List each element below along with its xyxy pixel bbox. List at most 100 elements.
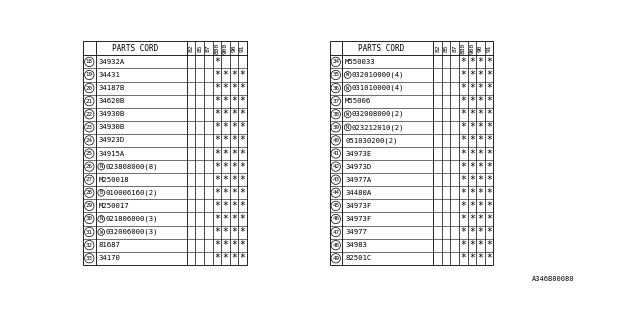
Text: *: * <box>222 122 228 132</box>
Text: *: * <box>469 70 475 80</box>
Text: *: * <box>239 214 245 224</box>
Text: *: * <box>222 201 228 211</box>
Text: *: * <box>469 83 475 93</box>
Text: 010006160(2): 010006160(2) <box>106 189 158 196</box>
Text: *: * <box>214 122 220 132</box>
Text: *: * <box>460 122 466 132</box>
Text: *: * <box>486 122 492 132</box>
Text: 42: 42 <box>332 164 339 169</box>
Text: 34620B: 34620B <box>99 98 125 104</box>
Text: *: * <box>469 227 475 237</box>
Text: *: * <box>460 162 466 172</box>
Text: *: * <box>214 188 220 198</box>
Text: *: * <box>214 201 220 211</box>
Text: M250017: M250017 <box>99 203 129 209</box>
Text: *: * <box>477 122 483 132</box>
Text: *: * <box>469 135 475 145</box>
Text: B: B <box>100 190 103 195</box>
Text: *: * <box>214 135 220 145</box>
Text: *: * <box>469 240 475 250</box>
Text: *: * <box>239 148 245 158</box>
Text: M550033: M550033 <box>345 59 376 65</box>
Text: *: * <box>222 96 228 106</box>
Text: 34977: 34977 <box>345 229 367 235</box>
Text: 19: 19 <box>86 72 93 77</box>
Text: *: * <box>460 96 466 106</box>
Text: *: * <box>214 240 220 250</box>
Text: *: * <box>486 227 492 237</box>
Text: *: * <box>231 214 237 224</box>
Text: *: * <box>460 70 466 80</box>
Text: *: * <box>214 57 220 67</box>
Text: *: * <box>460 57 466 67</box>
Text: 23: 23 <box>86 125 93 130</box>
Bar <box>83 42 246 265</box>
Text: 24: 24 <box>86 138 93 143</box>
Text: *: * <box>460 135 466 145</box>
Text: *: * <box>222 162 228 172</box>
Text: *: * <box>477 96 483 106</box>
Text: M250018: M250018 <box>99 177 129 183</box>
Text: *: * <box>231 188 237 198</box>
Text: W: W <box>100 229 103 235</box>
Text: *: * <box>214 175 220 185</box>
Text: *: * <box>239 70 245 80</box>
Text: 22: 22 <box>86 112 93 117</box>
Text: *: * <box>486 148 492 158</box>
Text: 32: 32 <box>86 243 93 248</box>
Text: PARTS CORD: PARTS CORD <box>112 44 158 53</box>
Text: 900: 900 <box>469 43 474 54</box>
Text: 34170: 34170 <box>99 255 120 261</box>
Text: 28: 28 <box>86 190 93 195</box>
Text: 36: 36 <box>332 85 339 91</box>
Text: *: * <box>486 214 492 224</box>
Text: *: * <box>469 109 475 119</box>
Text: *: * <box>469 201 475 211</box>
Text: 34930B: 34930B <box>99 111 125 117</box>
Text: *: * <box>460 188 466 198</box>
Text: *: * <box>486 109 492 119</box>
Text: *: * <box>222 148 228 158</box>
Text: 032006000(3): 032006000(3) <box>106 229 158 235</box>
Text: *: * <box>477 201 483 211</box>
Text: *: * <box>486 188 492 198</box>
Text: *: * <box>477 57 483 67</box>
Text: 81687: 81687 <box>99 242 120 248</box>
Text: *: * <box>231 109 237 119</box>
Text: 40: 40 <box>332 138 339 143</box>
Text: *: * <box>486 135 492 145</box>
Text: W: W <box>346 72 349 77</box>
Text: *: * <box>239 135 245 145</box>
Text: PARTS CORD: PARTS CORD <box>358 44 404 53</box>
Text: 34973F: 34973F <box>345 203 371 209</box>
Text: *: * <box>214 148 220 158</box>
Text: *: * <box>231 201 237 211</box>
Text: *: * <box>239 201 245 211</box>
Text: 34: 34 <box>332 60 339 64</box>
Text: *: * <box>469 162 475 172</box>
Text: 031010000(4): 031010000(4) <box>352 85 404 91</box>
Text: 051030200(2): 051030200(2) <box>345 137 397 144</box>
Text: 35: 35 <box>332 72 339 77</box>
Text: 33: 33 <box>86 256 93 261</box>
Text: N: N <box>100 164 103 169</box>
Text: *: * <box>469 148 475 158</box>
Text: 34983: 34983 <box>345 242 367 248</box>
Text: 91: 91 <box>486 45 492 52</box>
Text: W: W <box>346 112 349 117</box>
Text: *: * <box>477 70 483 80</box>
Text: *: * <box>222 175 228 185</box>
Text: *: * <box>222 188 228 198</box>
Text: 34187B: 34187B <box>99 85 125 91</box>
Text: *: * <box>460 240 466 250</box>
Text: *: * <box>222 253 228 263</box>
Text: 45: 45 <box>332 204 339 208</box>
Text: *: * <box>460 148 466 158</box>
Text: *: * <box>222 240 228 250</box>
Text: 27: 27 <box>86 177 93 182</box>
Text: 31: 31 <box>86 229 93 235</box>
Text: 032008000(2): 032008000(2) <box>352 111 404 117</box>
Text: *: * <box>469 253 475 263</box>
Text: 25: 25 <box>86 151 93 156</box>
Text: *: * <box>231 83 237 93</box>
